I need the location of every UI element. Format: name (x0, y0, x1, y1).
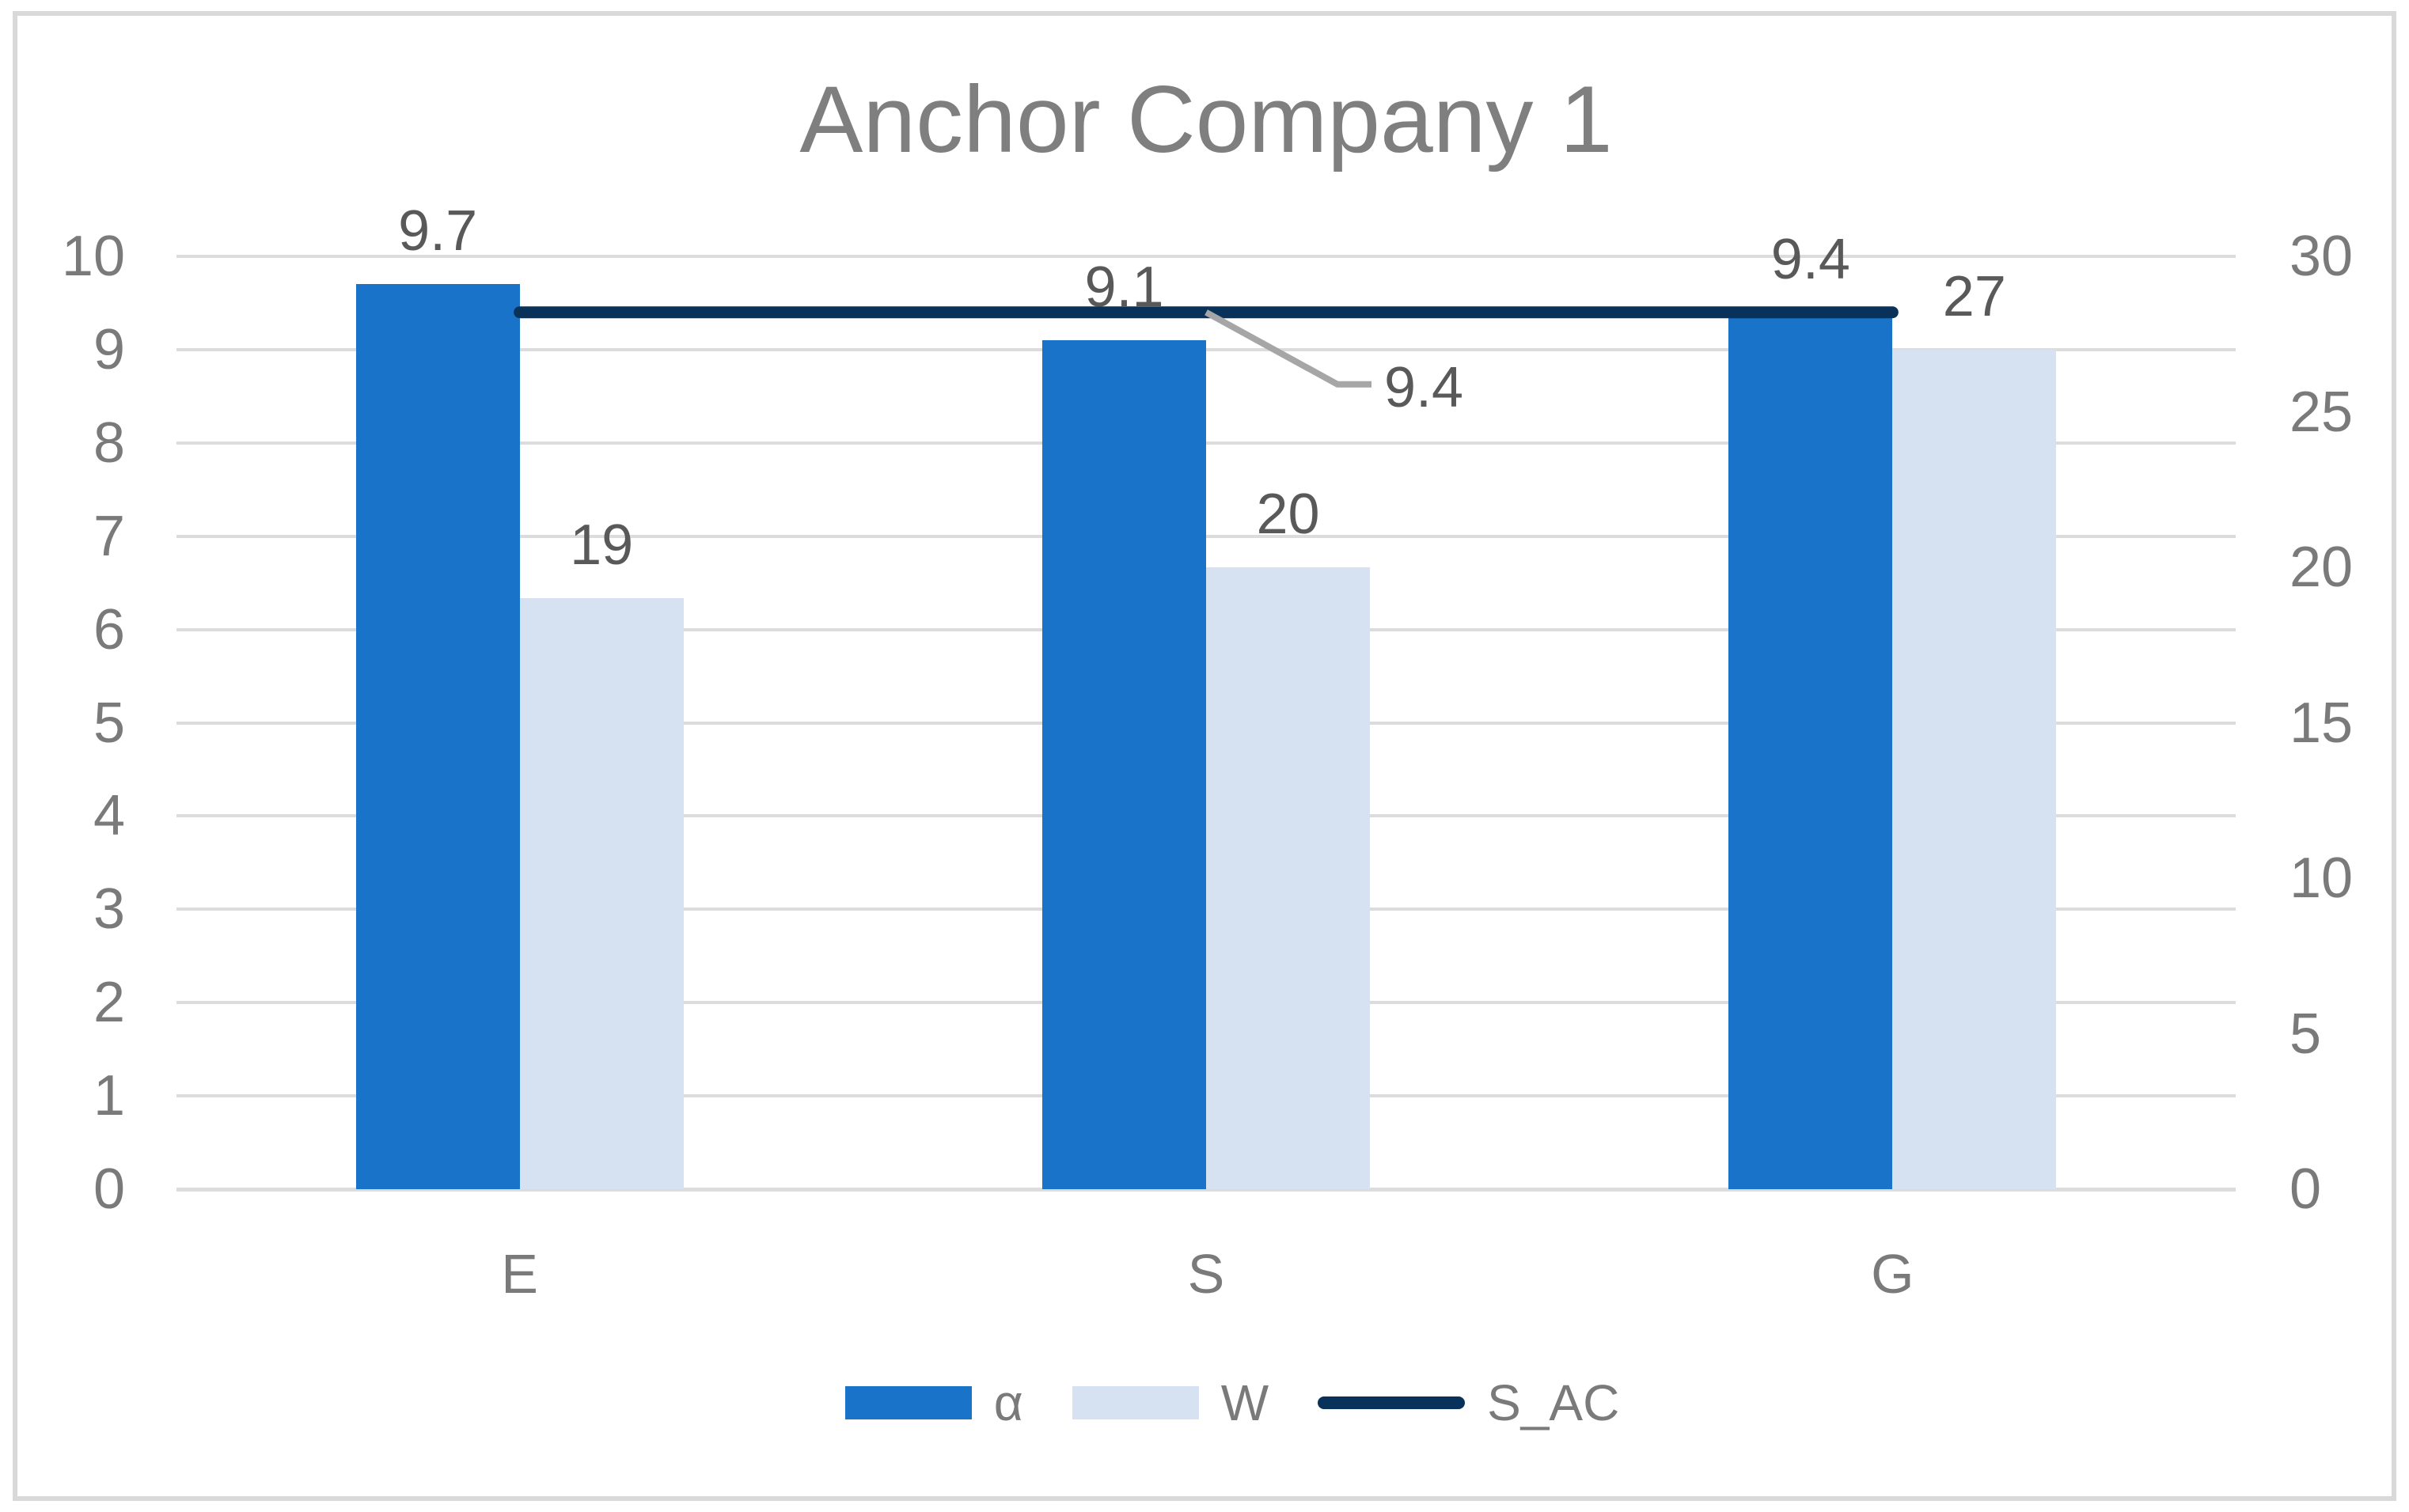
y-axis-left-tick-label: 4 (93, 784, 125, 848)
data-label-W-G: 27 (1942, 264, 2006, 328)
legend-line-icon (1318, 1396, 1466, 1409)
y-axis-right-tick-label: 0 (2289, 1158, 2322, 1221)
y-axis-right-tick-label: 25 (2289, 380, 2354, 444)
data-label-W-E: 19 (570, 513, 634, 578)
bar-W-E (519, 598, 684, 1189)
y-axis-right-tick-label: 15 (2289, 691, 2354, 755)
bar-α-G (1728, 312, 1893, 1189)
chart-legend: α W S_AC (55, 1371, 2409, 1434)
y-axis-left-tick-label: 0 (93, 1158, 125, 1221)
gridline (176, 255, 2236, 258)
y-axis-left-tick-label: 2 (93, 971, 125, 1035)
x-axis-category-label-S: S (1187, 1243, 1225, 1305)
bar-α-E (355, 284, 520, 1189)
y-axis-left-tick-label: 3 (93, 877, 125, 942)
callout-leader-line (1204, 309, 1371, 388)
bar-W-S (1206, 567, 1370, 1189)
y-axis-left-tick-label: 1 (93, 1064, 125, 1128)
gridline (176, 441, 2236, 445)
legend-item-W: W (1072, 1372, 1269, 1434)
data-label-α-E: 9.7 (398, 199, 478, 263)
y-axis-right-tick-label: 30 (2289, 225, 2354, 288)
y-axis-left-tick-label: 5 (93, 691, 125, 755)
gridline (176, 534, 2236, 538)
legend-swatch-icon (844, 1386, 972, 1419)
bar-W-G (1892, 349, 2057, 1189)
data-label-α-S: 9.1 (1084, 256, 1164, 320)
legend-swatch-icon (1072, 1386, 1199, 1419)
bar-α-S (1042, 340, 1206, 1189)
legend-label: W (1220, 1374, 1269, 1431)
y-axis-left-tick-label: 8 (93, 411, 125, 475)
x-axis-line (176, 1188, 2236, 1192)
data-label-W-S: 20 (1256, 483, 1320, 546)
gridline (176, 347, 2236, 351)
data-label-α-G: 9.4 (1770, 227, 1850, 291)
callout-label: 9.4 (1384, 355, 1464, 419)
legend-label: α (993, 1374, 1023, 1431)
x-axis-category-label-G: G (1871, 1243, 1914, 1305)
y-axis-left-tick-label: 6 (93, 597, 125, 661)
y-axis-left-tick-label: 10 (61, 225, 125, 288)
legend-item-S_AC: S_AC (1318, 1372, 1619, 1434)
chart-title: Anchor Company 1 (799, 66, 1613, 172)
y-axis-right-tick-label: 20 (2289, 536, 2354, 599)
legend-item-α: α (844, 1372, 1023, 1434)
y-axis-right-tick-label: 10 (2289, 847, 2354, 910)
y-axis-left-tick-label: 7 (93, 504, 125, 568)
y-axis-right-tick-label: 5 (2289, 1002, 2322, 1066)
x-axis-category-label-E: E (501, 1243, 538, 1305)
legend-label: S_AC (1487, 1374, 1620, 1431)
y-axis-left-tick-label: 9 (93, 317, 125, 381)
